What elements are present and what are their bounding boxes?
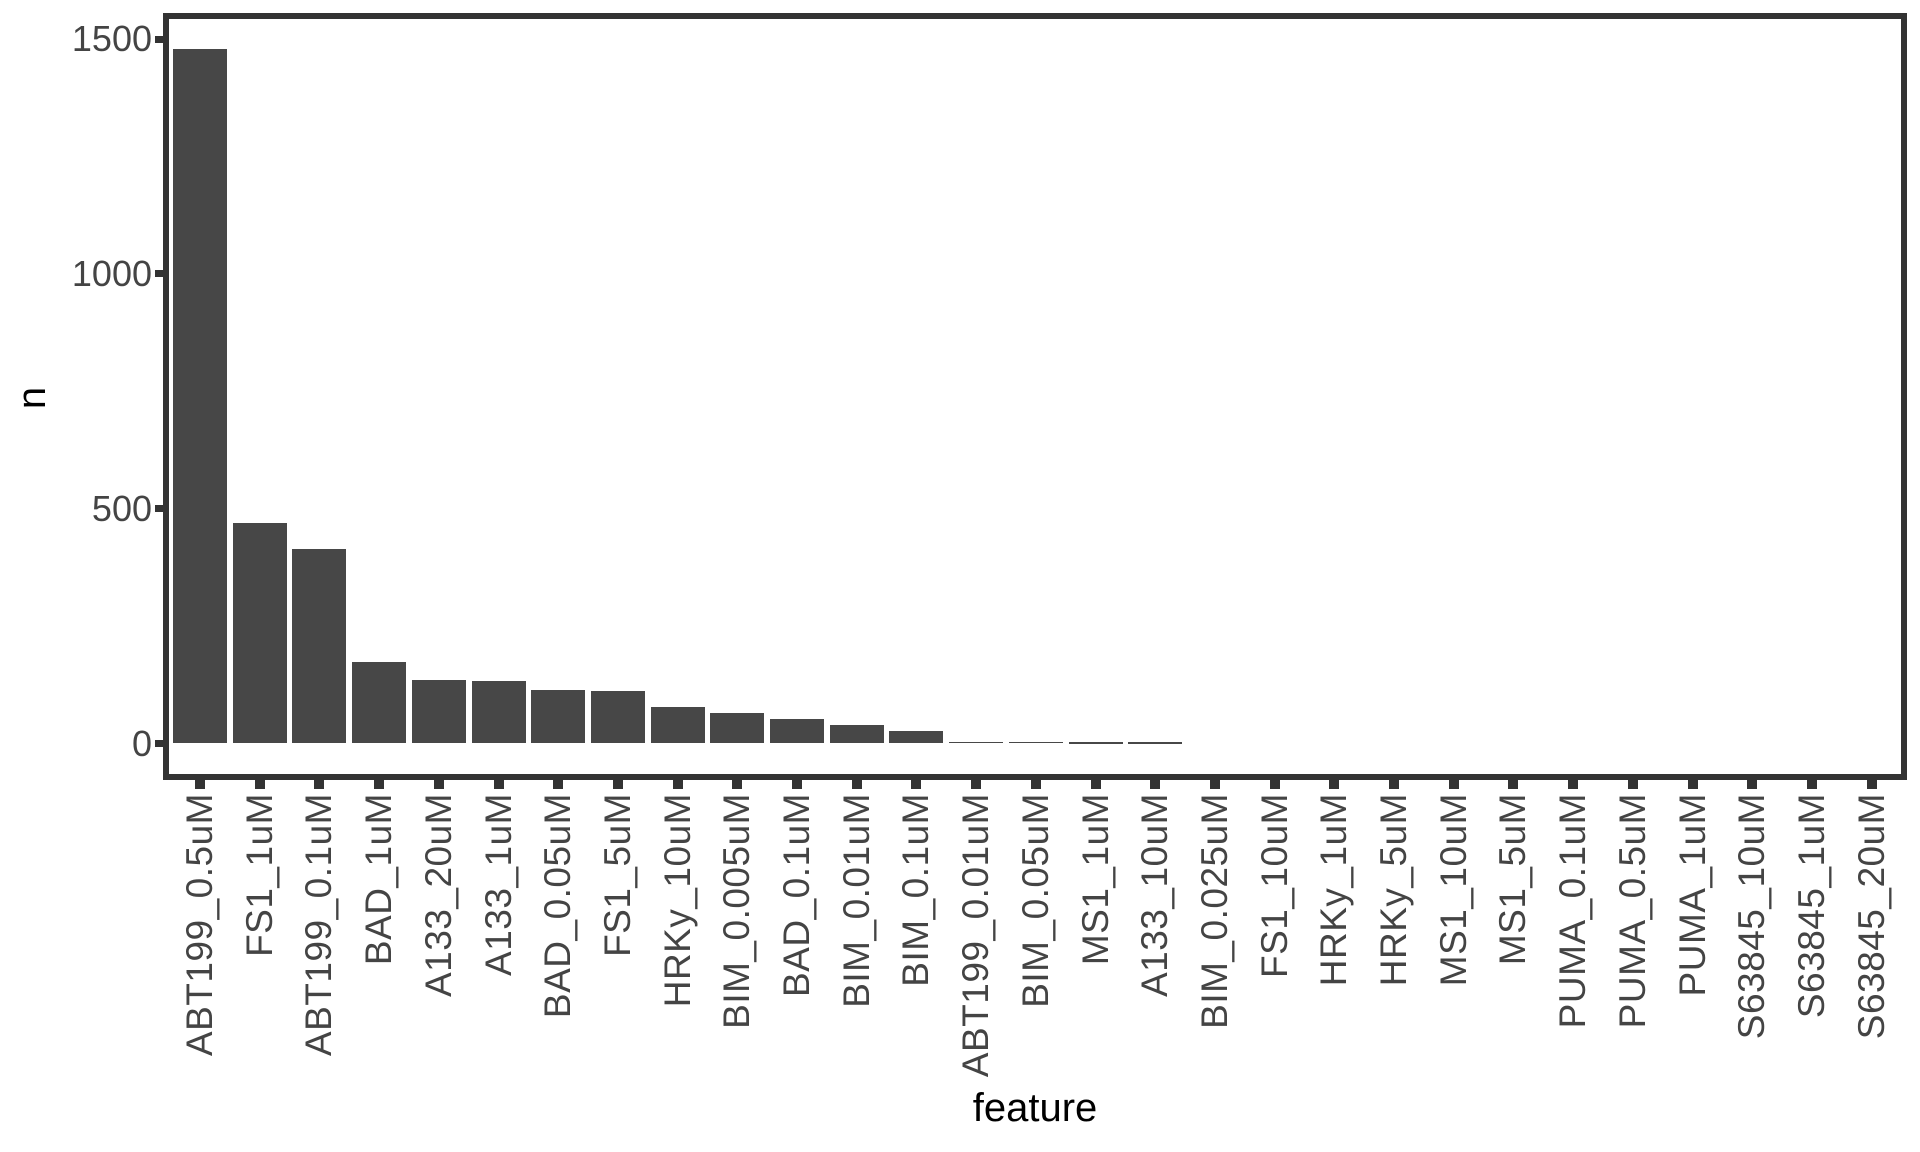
x-tick-mark [1568, 780, 1579, 789]
x-tick-label: FS1_5uM [596, 793, 638, 957]
plot-panel [163, 13, 1907, 780]
y-tick-mark [155, 35, 165, 43]
bar-FS1_1uM [232, 523, 287, 744]
y-tick-mark [155, 505, 165, 513]
x-tick-label: PUMA_1uM [1671, 793, 1713, 997]
x-tick-mark [374, 780, 385, 789]
x-tick-label: BAD_0.05uM [537, 793, 579, 1019]
x-tick-label: PUMA_0.5uM [1611, 793, 1653, 1029]
x-tick-label: S63845_1uM [1790, 793, 1832, 1019]
y-tick-mark [155, 270, 165, 278]
x-tick-mark [1030, 780, 1041, 789]
x-tick-mark [1389, 780, 1399, 789]
x-tick-mark [1806, 780, 1817, 789]
x-tick-mark [971, 780, 982, 789]
bar-A133_20uM [411, 680, 466, 744]
x-tick-label: A133_10uM [1134, 793, 1176, 998]
y-axis-title: n [9, 386, 54, 410]
x-tick-mark [1866, 780, 1877, 789]
x-tick-mark [1150, 780, 1161, 789]
x-tick-label: HRKy_10uM [656, 793, 698, 1008]
x-tick-mark [1747, 780, 1758, 789]
x-tick-label: BIM_0.025uM [1193, 793, 1235, 1029]
x-tick-label: BIM_0.01uM [835, 793, 877, 1008]
x-tick-mark [1090, 780, 1101, 789]
x-tick-mark [732, 780, 743, 789]
y-tick-label: 500 [91, 487, 152, 529]
x-tick-mark [433, 780, 444, 789]
x-tick-mark [792, 780, 802, 789]
bar-HRKy_10uM [650, 706, 705, 744]
x-tick-label: BAD_1uM [358, 793, 400, 966]
x-tick-label: HRKy_5uM [1373, 793, 1414, 987]
x-tick-mark [612, 780, 623, 789]
bar-ABT199_0.1uM [292, 549, 347, 744]
x-tick-mark [1448, 780, 1459, 789]
bar-BIM_0.05uM [1008, 741, 1063, 744]
bar-ABT199_0.5uM [173, 49, 227, 744]
x-tick-mark [672, 780, 683, 789]
x-tick-label: A133_1uM [477, 793, 519, 976]
x-tick-label: BAD_0.1uM [776, 793, 817, 997]
x-tick-mark [1508, 780, 1519, 789]
y-tick-mark [155, 740, 165, 747]
y-tick-label: 0 [131, 722, 152, 764]
x-tick-label: BIM_0.1uM [895, 793, 937, 987]
x-tick-label: ABT199_0.5uM [179, 793, 220, 1057]
x-tick-label: S63845_20uM [1850, 793, 1892, 1040]
bar-A133_10uM [1128, 742, 1183, 744]
x-tick-mark [1627, 780, 1638, 789]
x-tick-label: PUMA_0.1uM [1552, 793, 1594, 1029]
x-tick-mark [553, 780, 564, 789]
x-tick-mark [1329, 780, 1340, 789]
y-tick-label: 1000 [71, 252, 152, 294]
bar-FS1_5uM [590, 690, 645, 744]
x-axis-title: feature [972, 1086, 1098, 1130]
x-tick-label: FS1_1uM [238, 793, 280, 957]
x-tick-label: HRKy_1uM [1313, 793, 1355, 987]
x-tick-mark [1687, 780, 1698, 789]
x-tick-label: ABT199_0.1uM [298, 793, 340, 1057]
x-tick-label: BIM_0.05uM [1014, 793, 1056, 1008]
x-tick-label: MS1_1uM [1074, 793, 1116, 966]
x-tick-label: MS1_5uM [1492, 793, 1534, 966]
bar-MS1_1uM [1068, 742, 1123, 744]
x-tick-mark [851, 780, 862, 789]
x-tick-label: S63845_10uM [1731, 793, 1773, 1040]
x-tick-mark [1269, 780, 1280, 789]
x-tick-mark [911, 780, 922, 789]
bar-BIM_0.005uM [710, 712, 765, 744]
bar-BAD_0.05uM [531, 690, 586, 744]
x-tick-label: MS1_10uM [1432, 793, 1474, 987]
x-tick-mark [1209, 780, 1220, 789]
y-tick-label: 1500 [71, 18, 152, 59]
bar-BAD_0.1uM [770, 718, 824, 744]
x-tick-label: ABT199_0.01uM [955, 793, 997, 1078]
x-tick-label: BIM_0.005uM [716, 793, 758, 1029]
bar-A133_1uM [471, 680, 526, 744]
x-tick-mark [254, 780, 265, 789]
x-tick-label: FS1_10uM [1253, 793, 1295, 978]
x-tick-mark [493, 780, 504, 789]
bar-BIM_0.1uM [889, 730, 944, 744]
bar-ABT199_0.01uM [949, 741, 1004, 744]
x-tick-mark [314, 780, 325, 789]
bar-BIM_0.01uM [829, 725, 884, 744]
x-tick-mark [195, 780, 205, 789]
x-tick-label: A133_20uM [417, 793, 459, 998]
bar-BAD_1uM [352, 662, 407, 744]
